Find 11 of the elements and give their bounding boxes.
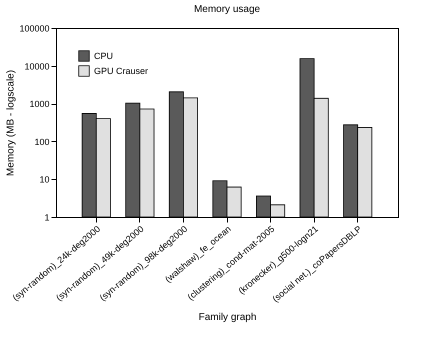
y-tick-label: 100: [34, 136, 50, 147]
legend-label: CPU: [94, 51, 114, 61]
y-tick-label: 1000: [29, 99, 50, 110]
y-tick-label: 1: [44, 212, 50, 222]
y-tick-label: 10: [39, 174, 50, 185]
chart-title: Memory usage: [194, 4, 261, 15]
y-tick-label: 10000: [24, 61, 50, 72]
x-axis-title: Family graph: [198, 312, 256, 324]
y-axis-title: Memory (MB - logscale): [5, 70, 16, 176]
y-tick-label: 100000: [19, 24, 50, 34]
legend-label: GPU Crauser: [94, 66, 148, 76]
